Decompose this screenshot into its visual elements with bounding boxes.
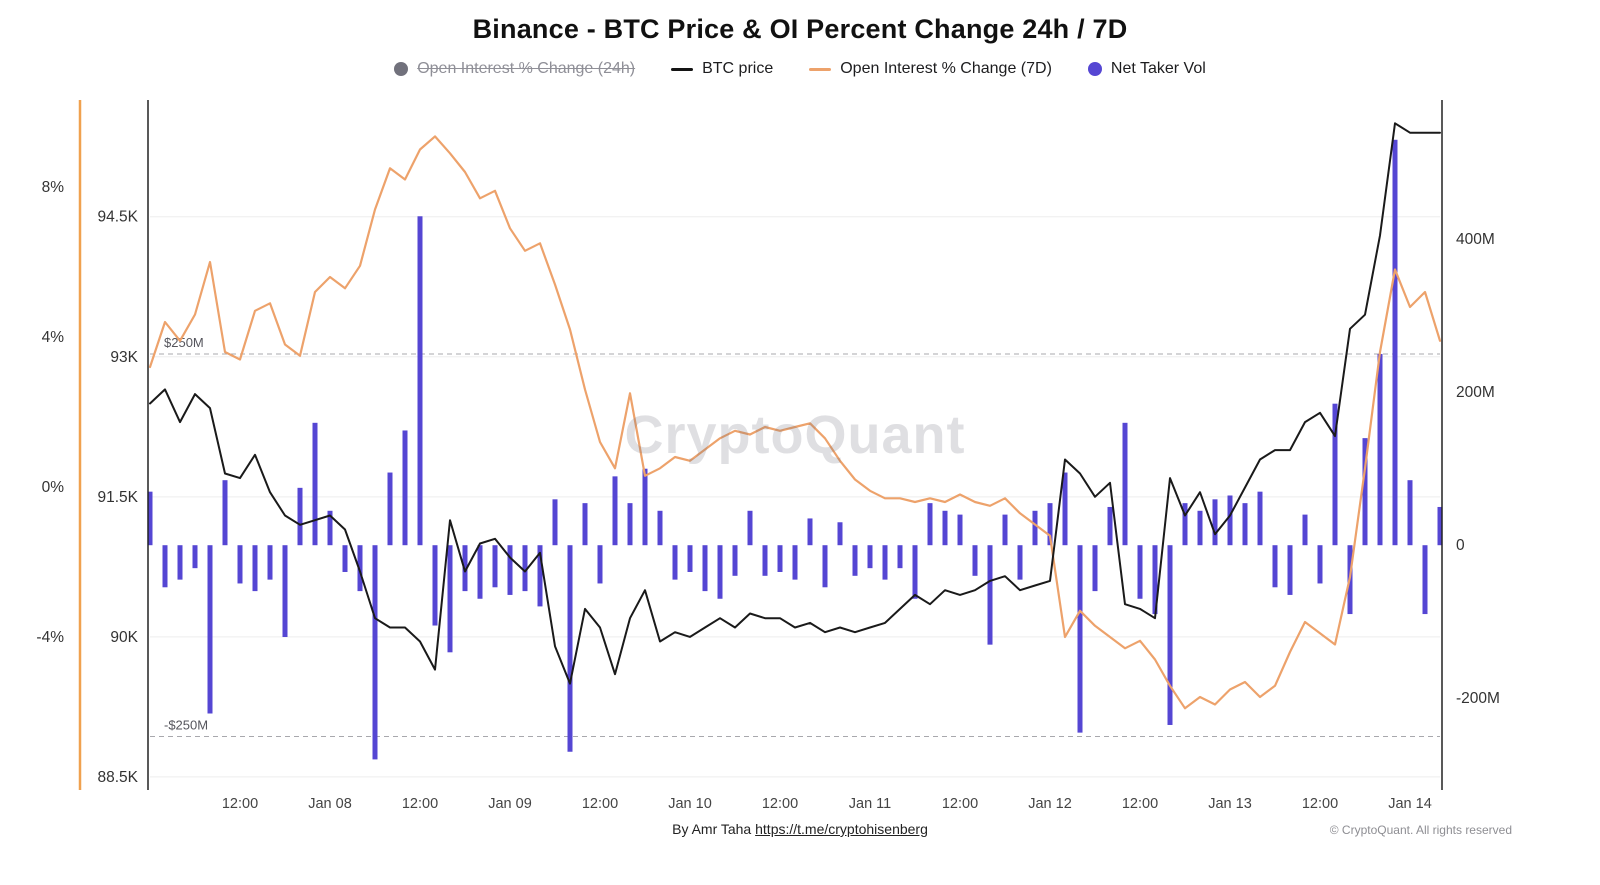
byline-link[interactable]: https://t.me/cryptohisenberg bbox=[755, 821, 928, 837]
svg-text:Jan 13: Jan 13 bbox=[1208, 796, 1252, 812]
svg-text:400M: 400M bbox=[1456, 231, 1495, 248]
svg-text:91.5K: 91.5K bbox=[97, 489, 138, 506]
svg-text:$250M: $250M bbox=[164, 335, 204, 350]
svg-text:93K: 93K bbox=[110, 349, 138, 366]
svg-text:Jan 14: Jan 14 bbox=[1388, 796, 1432, 812]
reference-lines: $250M -$250M bbox=[150, 335, 1440, 737]
copyright-notice: © CryptoQuant. All rights reserved bbox=[1329, 823, 1512, 837]
legend-marker-oi-7d bbox=[809, 67, 832, 71]
legend-label-btc-price: BTC price bbox=[702, 60, 774, 77]
percent-axis-labels: 8% 4% 0% -4% bbox=[36, 179, 64, 646]
legend-marker-btc-price bbox=[671, 67, 694, 71]
svg-text:12:00: 12:00 bbox=[1302, 796, 1338, 812]
legend-marker-net-taker-vol bbox=[1087, 62, 1102, 76]
svg-text:0%: 0% bbox=[42, 479, 65, 496]
gridlines bbox=[150, 216, 1440, 778]
legend-item-btc-price[interactable]: BTC price bbox=[671, 60, 773, 78]
svg-text:12:00: 12:00 bbox=[402, 796, 438, 812]
price-axis-labels: 94.5K 93K 91.5K 90K 88.5K bbox=[97, 209, 138, 786]
chart-title: Binance - BTC Price & OI Percent Change … bbox=[472, 14, 1128, 44]
svg-text:12:00: 12:00 bbox=[762, 796, 798, 812]
svg-text:94.5K: 94.5K bbox=[97, 209, 138, 226]
svg-text:Jan 11: Jan 11 bbox=[849, 796, 891, 812]
svg-text:88.5K: 88.5K bbox=[97, 769, 138, 786]
svg-text:8%: 8% bbox=[42, 179, 65, 196]
svg-text:Jan 10: Jan 10 bbox=[668, 796, 712, 812]
legend-label-net-taker-vol: Net Taker Vol bbox=[1110, 60, 1206, 77]
legend-item-net-taker-vol[interactable]: Net Taker Vol bbox=[1087, 60, 1206, 78]
svg-text:4%: 4% bbox=[42, 329, 65, 346]
svg-text:Jan 08: Jan 08 bbox=[308, 796, 352, 812]
legend: Open Interest % Change (24h) BTC price Ope… bbox=[0, 60, 1600, 78]
svg-text:-200M: -200M bbox=[1456, 690, 1500, 707]
svg-text:12:00: 12:00 bbox=[582, 796, 618, 812]
x-axis-labels: 12:00 Jan 08 12:00 Jan 09 12:00 Jan 10 12:00 Ja… bbox=[222, 796, 1432, 812]
svg-text:12:00: 12:00 bbox=[942, 796, 978, 812]
legend-label-oi-24h: Open Interest % Change (24h) bbox=[417, 60, 636, 77]
legend-label-oi-7d: Open Interest % Change (7D) bbox=[840, 60, 1052, 77]
volume-axis-labels: 400M 200M 0 -200M bbox=[1456, 231, 1500, 707]
svg-text:12:00: 12:00 bbox=[222, 796, 258, 812]
svg-text:90K: 90K bbox=[110, 629, 138, 646]
svg-text:200M: 200M bbox=[1456, 384, 1495, 401]
svg-text:0: 0 bbox=[1456, 537, 1465, 554]
legend-marker-oi-24h bbox=[394, 62, 409, 76]
legend-item-oi-7d[interactable]: Open Interest % Change (7D) bbox=[809, 60, 1052, 78]
axis-lines bbox=[78, 100, 1443, 790]
byline-text: By Amr Taha bbox=[672, 821, 756, 837]
svg-text:-4%: -4% bbox=[36, 629, 64, 646]
open-interest-change-7d--line bbox=[148, 135, 1442, 710]
svg-text:12:00: 12:00 bbox=[1122, 796, 1158, 812]
legend-item-oi-24h[interactable]: Open Interest % Change (24h) bbox=[394, 60, 635, 78]
svg-text:Jan 09: Jan 09 bbox=[488, 796, 532, 812]
svg-text:Jan 12: Jan 12 bbox=[1028, 796, 1072, 812]
footer: By Amr Taha https://t.me/cryptohisenberg bbox=[0, 821, 1600, 837]
btc-price-line bbox=[149, 122, 1441, 685]
svg-text:-$250M: -$250M bbox=[164, 717, 208, 732]
net-taker-vol-bars bbox=[147, 139, 1443, 760]
